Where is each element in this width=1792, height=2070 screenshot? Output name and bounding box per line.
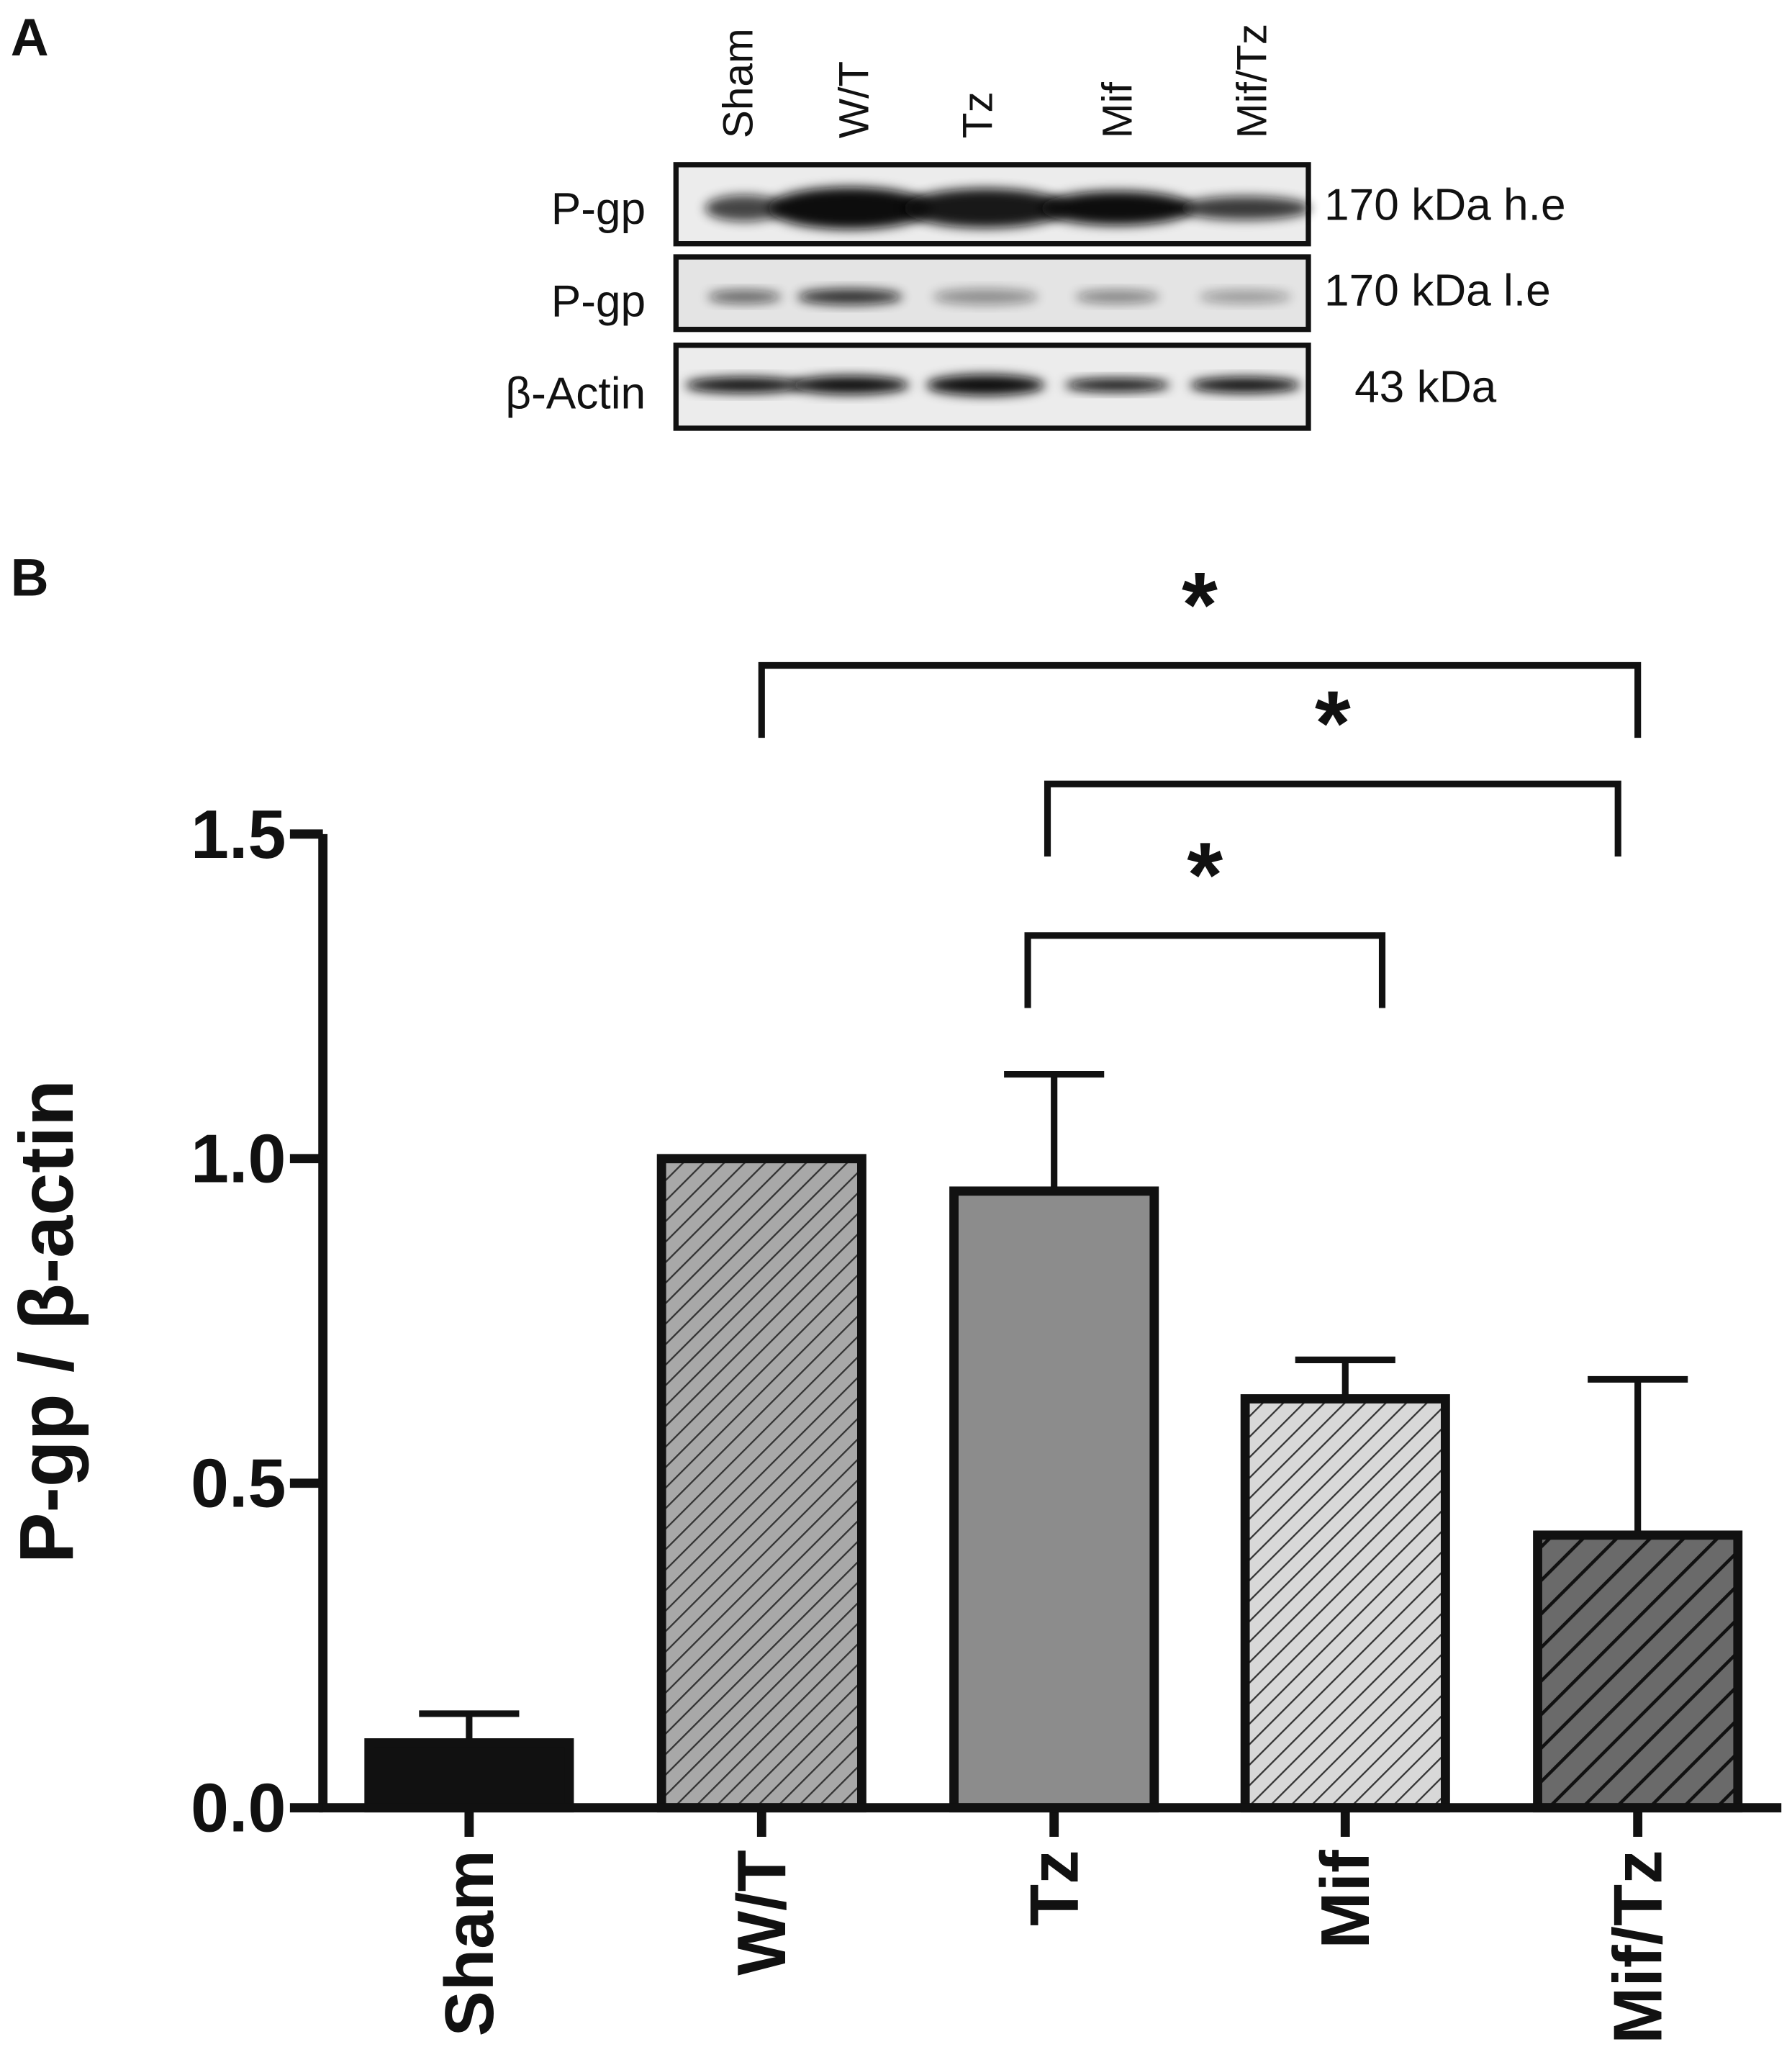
bar: [1240, 1394, 1450, 1813]
row-label: P-gp: [551, 184, 646, 234]
y-tick-label: 0.5: [191, 1446, 286, 1522]
blot-band: [790, 376, 910, 394]
blot-band: [1074, 290, 1160, 304]
significance-label: *: [1187, 824, 1223, 927]
significance-label: *: [1182, 553, 1218, 656]
blot-band: [1064, 378, 1170, 392]
blot-band: [768, 186, 932, 230]
lane-label: Mif/Tz: [1228, 24, 1275, 138]
panel-label: B: [11, 548, 49, 607]
significance-bracket: [758, 661, 1642, 738]
blot-band: [1041, 191, 1194, 226]
row-label: P-gp: [551, 276, 646, 326]
x-tick-label: Tz: [1017, 1850, 1093, 1926]
y-tick-label: 1.0: [191, 1121, 286, 1198]
blot-band: [797, 289, 903, 305]
blot-band: [926, 374, 1045, 396]
blot-band: [705, 194, 784, 222]
size-label: 43 kDa: [1354, 362, 1497, 412]
lane-label: Tz: [955, 91, 1002, 138]
blot-band: [903, 188, 1067, 228]
blot-band: [933, 289, 1038, 305]
lane-label: W/T: [831, 61, 878, 138]
blot-band: [707, 290, 782, 304]
bar: [949, 1186, 1159, 1813]
bar: [1533, 1530, 1743, 1813]
x-tick-label: Mif/Tz: [1601, 1850, 1677, 2044]
y-tick-label: 0.0: [191, 1771, 286, 1847]
y-axis-title: P-gp / β-actin: [4, 1080, 89, 1563]
blot-band: [1190, 377, 1301, 393]
significance-label: *: [1315, 672, 1351, 775]
significance-bracket: [1024, 932, 1386, 1008]
size-label: 170 kDa h.e: [1324, 181, 1566, 230]
blot-band: [1179, 196, 1311, 220]
significance-bracket: [1044, 780, 1621, 857]
blot-band: [685, 377, 804, 393]
bar: [656, 1154, 866, 1813]
bar: [364, 1738, 574, 1813]
x-tick-label: Sham: [432, 1850, 508, 2036]
blot-band: [1199, 290, 1292, 304]
lane-label: Sham: [715, 28, 761, 138]
blot-background: [673, 254, 1311, 333]
x-tick-label: Mif: [1308, 1850, 1384, 1949]
size-label: 170 kDa l.e: [1324, 266, 1551, 316]
y-tick-label: 1.5: [191, 797, 286, 873]
x-tick-label: W/T: [724, 1850, 800, 1975]
lane-label: Mif: [1095, 81, 1141, 138]
row-label: β-Actin: [505, 369, 646, 419]
panel-label: A: [11, 8, 49, 67]
